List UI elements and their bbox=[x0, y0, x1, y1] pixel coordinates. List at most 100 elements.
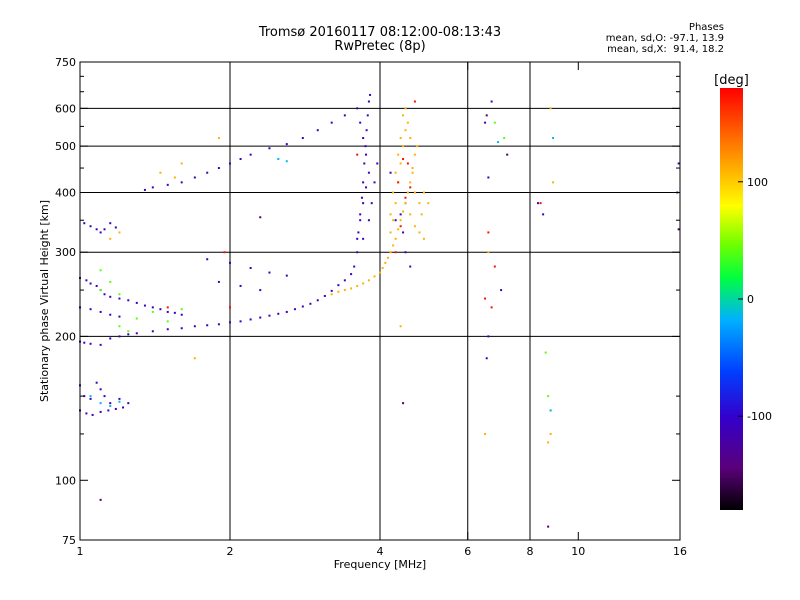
data-point bbox=[357, 231, 360, 234]
data-point bbox=[249, 267, 252, 270]
data-point bbox=[143, 188, 146, 191]
data-point bbox=[135, 317, 138, 320]
data-point bbox=[180, 308, 183, 311]
data-point bbox=[109, 405, 112, 408]
data-point bbox=[107, 409, 110, 412]
x-tick-label: 6 bbox=[464, 545, 471, 558]
data-point bbox=[392, 244, 395, 247]
data-point bbox=[350, 273, 353, 276]
colorbar-label: [deg] bbox=[714, 73, 749, 88]
data-point bbox=[180, 327, 183, 330]
data-point bbox=[360, 196, 363, 199]
data-point bbox=[239, 158, 242, 161]
data-point bbox=[229, 321, 231, 324]
data-point bbox=[413, 225, 416, 228]
data-points bbox=[79, 93, 680, 528]
data-point bbox=[99, 498, 102, 501]
data-point bbox=[399, 325, 402, 328]
data-point bbox=[166, 328, 169, 331]
data-point bbox=[406, 162, 409, 165]
data-point bbox=[166, 310, 169, 313]
data-point bbox=[389, 251, 392, 254]
data-point bbox=[413, 191, 416, 194]
data-point bbox=[365, 153, 368, 156]
data-point bbox=[193, 176, 196, 179]
data-point bbox=[118, 293, 121, 296]
data-point bbox=[180, 162, 183, 165]
data-point bbox=[85, 412, 88, 415]
data-point bbox=[159, 308, 162, 311]
data-point bbox=[422, 237, 425, 240]
data-point bbox=[343, 114, 346, 117]
data-point bbox=[422, 191, 425, 194]
data-point bbox=[402, 231, 405, 234]
data-point bbox=[394, 251, 397, 254]
phases-x-stats: mean, sd,X: 91.4, 18.2 bbox=[607, 44, 724, 55]
data-point bbox=[330, 121, 333, 124]
data-point bbox=[95, 228, 98, 231]
data-point bbox=[365, 129, 368, 132]
data-point bbox=[406, 121, 409, 124]
data-point bbox=[359, 213, 362, 216]
data-point bbox=[359, 121, 362, 124]
data-point bbox=[490, 100, 493, 103]
data-point bbox=[118, 397, 121, 400]
data-point bbox=[427, 202, 430, 205]
data-point bbox=[394, 171, 397, 174]
data-point bbox=[180, 181, 183, 184]
data-point bbox=[404, 202, 407, 205]
data-point bbox=[166, 320, 169, 323]
data-point bbox=[356, 251, 359, 254]
data-point bbox=[89, 282, 92, 285]
data-point bbox=[330, 293, 333, 296]
data-point bbox=[83, 395, 86, 398]
data-point bbox=[418, 231, 421, 234]
data-point bbox=[217, 280, 220, 283]
data-point bbox=[343, 289, 346, 292]
data-point bbox=[547, 525, 550, 528]
data-point bbox=[239, 320, 242, 323]
data-point bbox=[362, 282, 365, 285]
data-point bbox=[386, 256, 389, 259]
data-point bbox=[399, 137, 402, 140]
axis-ticks bbox=[79, 61, 681, 541]
data-point bbox=[89, 308, 92, 311]
data-point bbox=[268, 271, 271, 274]
data-point bbox=[285, 274, 288, 277]
y-tick-label: 100 bbox=[55, 474, 76, 487]
data-point bbox=[402, 114, 405, 117]
data-point bbox=[206, 324, 209, 327]
data-point bbox=[399, 225, 402, 228]
data-point bbox=[366, 114, 369, 117]
colorbar-tick-label: 100 bbox=[747, 176, 768, 189]
colorbar bbox=[720, 88, 743, 510]
data-point bbox=[259, 316, 262, 319]
data-point bbox=[114, 226, 117, 229]
data-point bbox=[143, 304, 146, 307]
data-point bbox=[409, 186, 412, 189]
data-point bbox=[193, 325, 196, 328]
data-point bbox=[83, 341, 86, 344]
data-point bbox=[356, 284, 359, 287]
data-point bbox=[490, 306, 493, 309]
data-point bbox=[99, 410, 102, 413]
chart-title: Tromsø 20160117 08:12:00-08:13:43 bbox=[258, 25, 502, 40]
data-point bbox=[316, 129, 319, 132]
data-point bbox=[85, 279, 88, 282]
data-point bbox=[99, 402, 102, 405]
data-point bbox=[151, 306, 154, 309]
data-point bbox=[109, 237, 112, 240]
data-point bbox=[127, 299, 130, 302]
data-point bbox=[99, 269, 102, 272]
data-point bbox=[503, 137, 506, 140]
data-point bbox=[367, 279, 370, 282]
data-point bbox=[99, 289, 102, 292]
data-point bbox=[343, 279, 346, 282]
data-point bbox=[416, 145, 419, 148]
data-point bbox=[249, 318, 252, 321]
data-point bbox=[118, 400, 121, 403]
data-point bbox=[109, 313, 112, 316]
data-point bbox=[118, 335, 121, 338]
data-point bbox=[392, 219, 395, 222]
y-axis-label: Stationary phase Virtual Height [km] bbox=[38, 200, 51, 402]
